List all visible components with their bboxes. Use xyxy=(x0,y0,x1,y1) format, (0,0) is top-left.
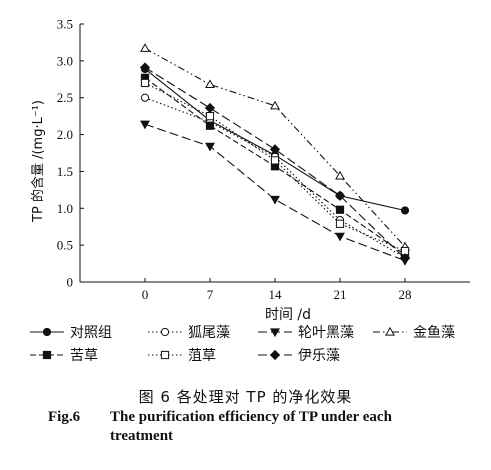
series-1 xyxy=(140,64,410,215)
series-line xyxy=(144,67,406,259)
legend-marker xyxy=(270,328,280,338)
series-line xyxy=(144,82,406,252)
data-point xyxy=(205,121,215,130)
series-7 xyxy=(139,62,411,264)
series-line xyxy=(144,68,406,212)
series-2 xyxy=(140,93,410,262)
y-tick-label: 0 xyxy=(67,275,74,290)
y-tick-label: 2.5 xyxy=(57,90,73,105)
x-tick-label: 28 xyxy=(399,287,412,302)
y-tick-label: 1.0 xyxy=(57,201,73,216)
x-tick-label: 7 xyxy=(207,287,214,302)
figure-caption-chinese: 图 6 各处理对 TP 的净化效果 xyxy=(138,388,353,406)
legend-marker xyxy=(385,326,395,336)
y-tick-label: 2.0 xyxy=(57,127,73,142)
data-point xyxy=(205,112,215,121)
data-point xyxy=(335,205,345,214)
data-point xyxy=(140,43,150,52)
legend-marker xyxy=(269,349,281,361)
y-tick-label: 0.5 xyxy=(57,238,73,253)
series-line xyxy=(144,123,406,262)
x-tick-label: 14 xyxy=(269,287,283,302)
series-4 xyxy=(140,43,410,251)
legend-label: 狐尾藻 xyxy=(188,325,230,341)
legend-label: 苦草 xyxy=(70,348,98,364)
legend-label: 对照组 xyxy=(70,325,112,341)
legend-marker xyxy=(160,327,170,337)
tp-line-chart: 0 0.5 1.0 1.5 2.0 2.5 3.0 3.5 0 7 14 21 28 TP 的含量 /(m… xyxy=(30,17,470,364)
series-line xyxy=(144,97,406,259)
legend-marker xyxy=(42,327,52,337)
data-point xyxy=(139,62,151,73)
legend-label: 菹草 xyxy=(188,348,216,364)
data-point xyxy=(140,120,150,130)
series-line xyxy=(144,47,406,247)
legend-entry-6: 菹草 xyxy=(148,348,216,364)
figure-title-line-2: treatment xyxy=(110,428,174,444)
x-axis-label: 时间 /d xyxy=(265,307,311,323)
legend-label: 轮叶黑藻 xyxy=(298,325,354,341)
figure-title-line-1: The purification efficiency of TP under … xyxy=(110,409,392,425)
legend-entry-4: 金鱼藻 xyxy=(373,324,455,341)
data-point xyxy=(335,219,345,228)
data-point xyxy=(335,232,345,242)
y-tick-label: 1.5 xyxy=(57,164,73,179)
x-tick-label: 21 xyxy=(334,287,347,302)
legend-marker xyxy=(160,350,170,360)
data-point xyxy=(270,195,280,205)
figure-caption-english: Fig.6 The purification efficiency of TP u… xyxy=(48,408,478,446)
data-point xyxy=(140,78,150,88)
y-tick-label: 3.0 xyxy=(57,53,73,68)
legend-entry-3: 轮叶黑藻 xyxy=(258,325,354,341)
legend-label: 金鱼藻 xyxy=(413,324,455,341)
data-point xyxy=(269,144,281,155)
data-point xyxy=(334,190,346,201)
legend-entry-5: 苦草 xyxy=(30,348,98,364)
figure-number: Fig.6 xyxy=(48,409,81,425)
x-tick-label: 0 xyxy=(142,287,149,302)
legend-entry-2: 狐尾藻 xyxy=(148,325,230,341)
data-point xyxy=(270,156,280,165)
data-point xyxy=(205,79,215,89)
data-point xyxy=(335,170,345,180)
data-point xyxy=(400,206,410,215)
data-point xyxy=(204,102,216,114)
legend-marker xyxy=(42,350,52,360)
legend-label: 伊乐藻 xyxy=(298,348,340,364)
data-point xyxy=(270,100,280,110)
data-point xyxy=(399,253,411,264)
series-3 xyxy=(140,120,410,266)
y-axis-label: TP 的含量 /(mg·L⁻¹) xyxy=(30,100,46,223)
data-point xyxy=(205,142,215,152)
legend-entry-1: 对照组 xyxy=(30,325,112,341)
legend-entry-7: 伊乐藻 xyxy=(258,348,340,364)
data-point xyxy=(140,93,150,102)
y-tick-label: 3.5 xyxy=(57,17,73,32)
